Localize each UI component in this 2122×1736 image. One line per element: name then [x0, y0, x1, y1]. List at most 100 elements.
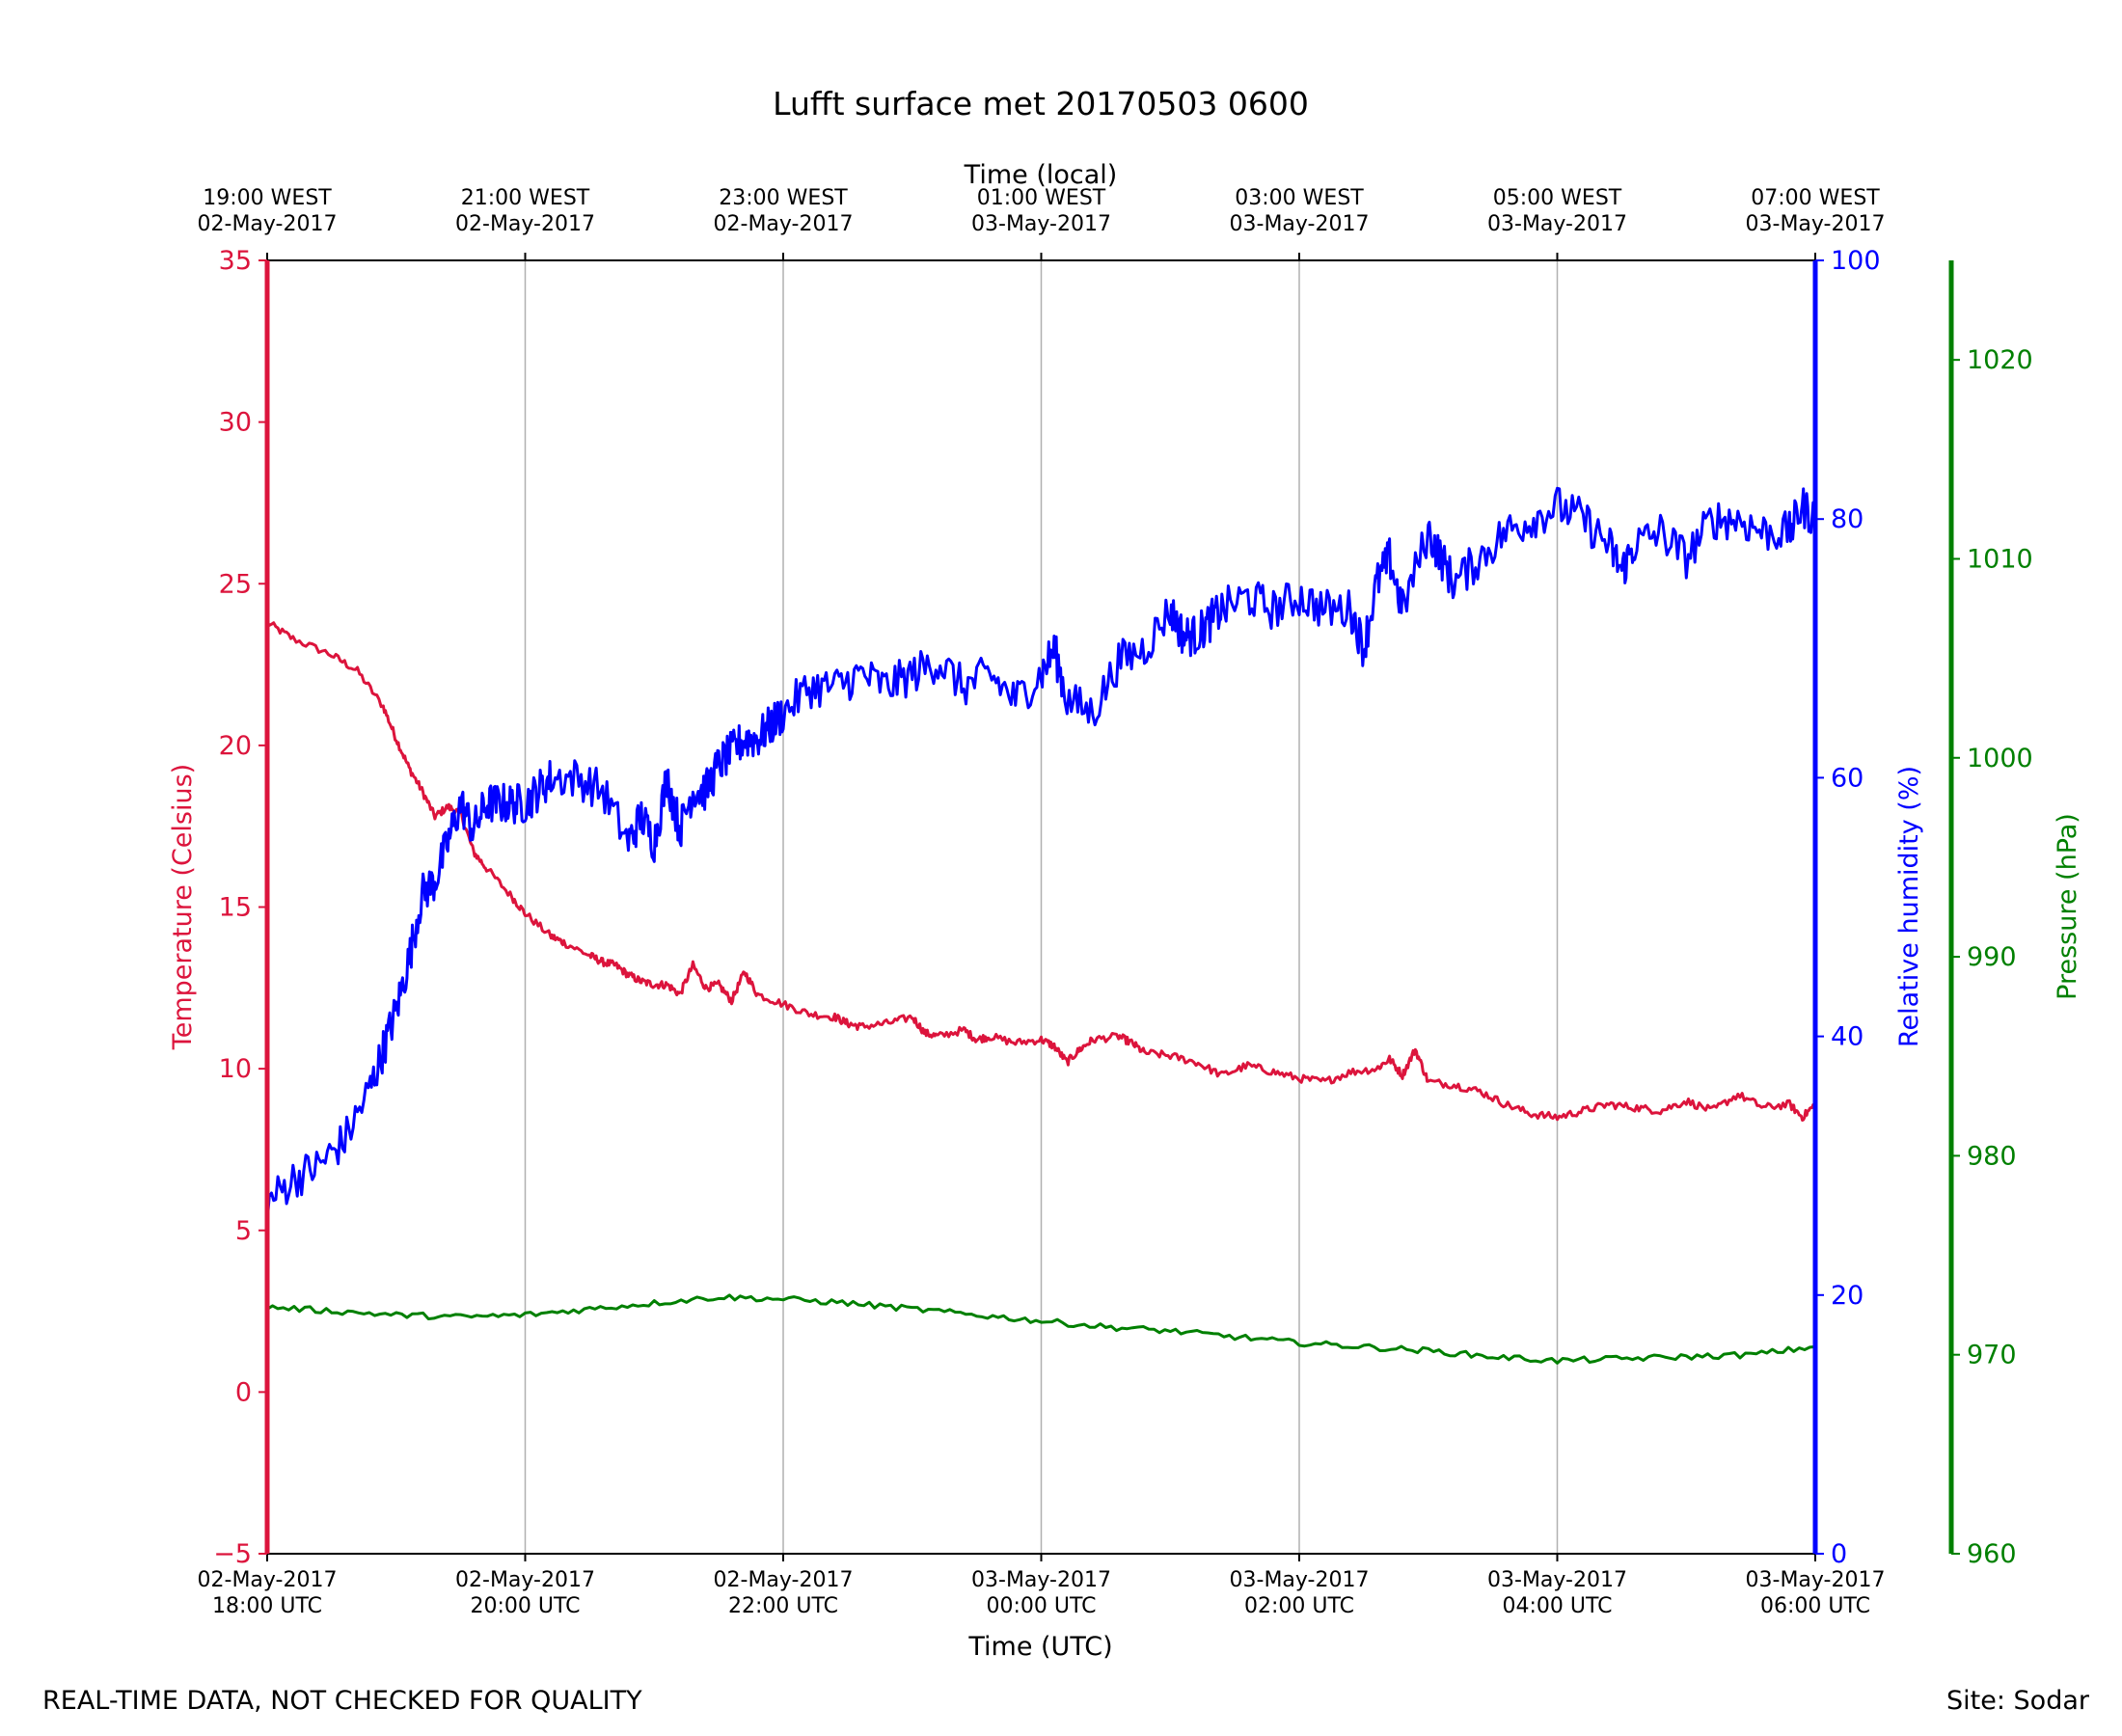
- pressure-point: [1685, 1355, 1688, 1358]
- humidity-point: [1349, 609, 1352, 611]
- humidity-point: [408, 958, 411, 961]
- x-tick-date: 02-May-2017: [198, 1568, 338, 1592]
- humidity-point: [1582, 518, 1585, 521]
- humidity-point: [511, 802, 514, 805]
- temperature-point: [730, 999, 733, 1002]
- temperature-point: [627, 973, 630, 976]
- bottom-axis-label: Time (UTC): [967, 1632, 1112, 1662]
- temperature-point: [1092, 1039, 1095, 1042]
- temperature-point: [1169, 1054, 1172, 1057]
- humidity-point: [937, 660, 939, 663]
- temperature-point: [1479, 1090, 1482, 1093]
- pressure-point: [1298, 1342, 1301, 1344]
- pressure-point: [1620, 1357, 1623, 1360]
- temperature-point: [1427, 1080, 1429, 1083]
- pressure-point: [1750, 1353, 1753, 1356]
- temperature-point: [1272, 1071, 1275, 1073]
- temperature-tick-label: −5: [213, 1539, 252, 1569]
- top-tick-time: 07:00 WEST: [1751, 186, 1880, 210]
- pressure-point: [975, 1314, 978, 1316]
- temperature-point: [550, 935, 553, 937]
- temperature-point: [1014, 1042, 1017, 1044]
- pressure-point: [911, 1308, 913, 1311]
- pressure-point: [846, 1302, 849, 1305]
- top-tick-time: 05:00 WEST: [1493, 186, 1622, 210]
- humidity-point: [1801, 504, 1804, 507]
- pressure-point: [1169, 1329, 1172, 1332]
- temperature-point: [1220, 1073, 1223, 1076]
- humidity-point: [1685, 556, 1688, 559]
- temperature-point: [639, 980, 642, 983]
- pressure-tick-label: 1000: [1967, 744, 2033, 773]
- humidity-point: [718, 764, 721, 767]
- humidity-point: [1272, 609, 1275, 611]
- humidity-tick-label: 40: [1831, 1022, 1864, 1052]
- top-tick-time: 19:00 WEST: [203, 186, 332, 210]
- top-tick-time: 21:00 WEST: [461, 186, 590, 210]
- temperature-point: [1530, 1113, 1533, 1116]
- temperature-point: [1078, 1048, 1081, 1051]
- temperature-point: [1685, 1099, 1688, 1102]
- top-tick-time: 03:00 WEST: [1235, 186, 1364, 210]
- site-label: Site: Sodar: [1946, 1686, 2089, 1716]
- temperature-point: [885, 1022, 888, 1025]
- temperature-point: [1375, 1068, 1378, 1071]
- temperature-point: [963, 1028, 966, 1031]
- temperature-point: [975, 1039, 978, 1042]
- temperature-point: [989, 1035, 992, 1038]
- humidity-point: [1169, 609, 1172, 611]
- humidity-point: [692, 789, 694, 792]
- pressure-point: [459, 1316, 462, 1318]
- humidity-point: [433, 880, 436, 882]
- humidity-axis-label: Relative humidity (%): [1894, 766, 1924, 1047]
- humidity-point: [1388, 556, 1391, 559]
- pressure-line: [266, 1293, 1816, 1365]
- temperature-point: [1323, 1080, 1326, 1083]
- temperature-point: [394, 738, 397, 741]
- temperature-point: [782, 1003, 785, 1006]
- humidity-tick-label: 80: [1831, 504, 1864, 534]
- pressure-tick-label: 990: [1967, 942, 2017, 972]
- humidity-point: [1479, 556, 1482, 559]
- temperature-point: [1556, 1116, 1559, 1119]
- temperature-tick-label: 35: [219, 246, 252, 276]
- temperature-point: [421, 789, 423, 792]
- pressure-point: [1104, 1325, 1107, 1328]
- temperature-point: [1711, 1109, 1714, 1112]
- humidity-point: [704, 789, 707, 792]
- temperature-point: [1052, 1044, 1055, 1047]
- temperature-point: [1801, 1116, 1804, 1119]
- temperature-point: [666, 984, 668, 987]
- quality-disclaimer: REAL-TIME DATA, NOT CHECKED FOR QUALITY: [42, 1686, 642, 1716]
- humidity-point: [1066, 698, 1069, 701]
- humidity-point: [1788, 530, 1791, 533]
- pressure-point: [588, 1308, 591, 1311]
- temperature-point: [356, 669, 359, 672]
- humidity-point: [807, 686, 810, 689]
- temperature-point: [614, 963, 617, 966]
- grid-lines: [524, 260, 1559, 1554]
- temperature-point: [601, 961, 604, 963]
- humidity-point: [653, 841, 656, 844]
- humidity-point: [1375, 583, 1378, 585]
- temperature-tick-label: 20: [219, 731, 252, 761]
- temperature-point: [653, 984, 656, 987]
- humidity-point: [1620, 569, 1623, 572]
- temperature-point: [588, 954, 591, 957]
- temperature-point: [937, 1035, 939, 1038]
- temperature-point: [1582, 1109, 1585, 1112]
- humidity-point: [524, 802, 527, 805]
- x-tick-date: 03-May-2017: [1230, 1568, 1370, 1592]
- temperature-point: [859, 1025, 862, 1028]
- humidity-point: [1143, 647, 1146, 650]
- temperature-point: [1414, 1048, 1417, 1051]
- temperature-point: [1401, 1073, 1404, 1076]
- pressure-axis-label: Pressure (hPa): [2053, 813, 2082, 1000]
- humidity-point: [1633, 544, 1636, 547]
- humidity-point: [989, 673, 992, 676]
- temperature-point: [833, 1016, 836, 1018]
- humidity-point: [601, 789, 604, 792]
- pressure-point: [782, 1297, 785, 1300]
- pressure-point: [1362, 1345, 1365, 1348]
